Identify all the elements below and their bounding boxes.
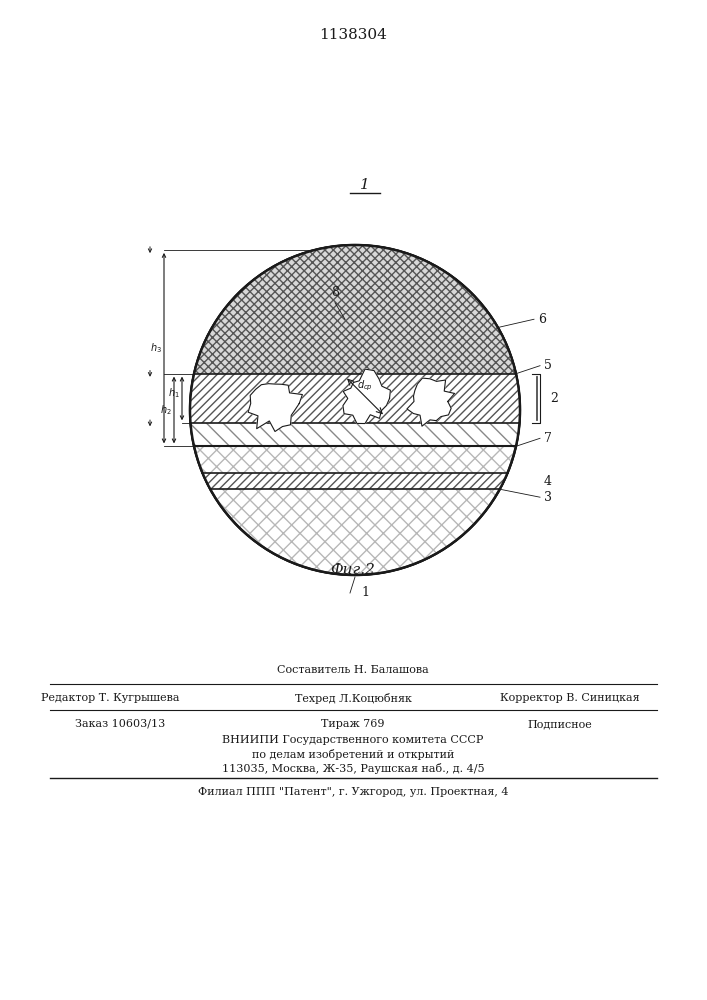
Text: 1138304: 1138304 (319, 28, 387, 42)
Circle shape (190, 245, 520, 575)
Bar (180, 473, 530, 489)
Text: $d_{cp}$: $d_{cp}$ (357, 379, 373, 393)
Bar (180, 245, 530, 374)
Text: по делам изобретений и открытий: по делам изобретений и открытий (252, 748, 454, 760)
Text: Составитель Н. Балашова: Составитель Н. Балашова (277, 665, 429, 675)
Text: Корректор В. Синицкая: Корректор В. Синицкая (500, 693, 640, 703)
Text: 5: 5 (544, 359, 552, 372)
Bar (180, 423, 530, 446)
Text: $h_2$: $h_2$ (160, 403, 172, 417)
Polygon shape (407, 378, 455, 426)
Text: 4: 4 (544, 475, 552, 488)
Text: Тираж 769: Тираж 769 (321, 719, 385, 729)
Text: ВНИИПИ Государственного комитета СССР: ВНИИПИ Государственного комитета СССР (222, 735, 484, 745)
Text: $h_1$: $h_1$ (168, 387, 180, 400)
Text: 1: 1 (360, 178, 370, 192)
Bar (180, 473, 530, 489)
Text: Филиал ППП "Патент", г. Ужгород, ул. Проектная, 4: Филиал ППП "Патент", г. Ужгород, ул. Про… (198, 787, 508, 797)
Text: 7: 7 (544, 432, 552, 445)
Text: $h_3$: $h_3$ (150, 341, 162, 355)
Text: Заказ 10603/13: Заказ 10603/13 (75, 719, 165, 729)
Text: 8: 8 (331, 286, 339, 299)
Text: 3: 3 (544, 491, 552, 504)
Text: 113035, Москва, Ж-35, Раушская наб., д. 4/5: 113035, Москва, Ж-35, Раушская наб., д. … (222, 762, 484, 774)
Text: Техред Л.Коцюбняк: Техред Л.Коцюбняк (295, 692, 411, 704)
Circle shape (190, 245, 520, 575)
Text: Подписное: Подписное (527, 719, 592, 729)
Text: Фиг.2: Фиг.2 (331, 563, 375, 577)
Bar (184, 374, 526, 423)
Polygon shape (343, 369, 390, 424)
Bar (184, 374, 526, 423)
Polygon shape (248, 384, 303, 432)
Text: 2: 2 (550, 392, 558, 405)
Text: 6: 6 (538, 313, 546, 326)
Text: Редактор Т. Кугрышева: Редактор Т. Кугрышева (41, 693, 180, 703)
Text: 1: 1 (361, 586, 369, 599)
Bar (180, 245, 530, 374)
Bar (180, 423, 530, 446)
